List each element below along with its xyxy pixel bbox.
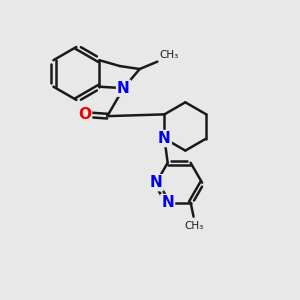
Text: N: N [150, 175, 163, 190]
Text: N: N [161, 195, 174, 210]
Text: O: O [78, 107, 91, 122]
Text: CH₃: CH₃ [184, 221, 203, 231]
Text: CH₃: CH₃ [160, 50, 179, 60]
Text: N: N [117, 81, 130, 96]
Text: N: N [158, 131, 171, 146]
